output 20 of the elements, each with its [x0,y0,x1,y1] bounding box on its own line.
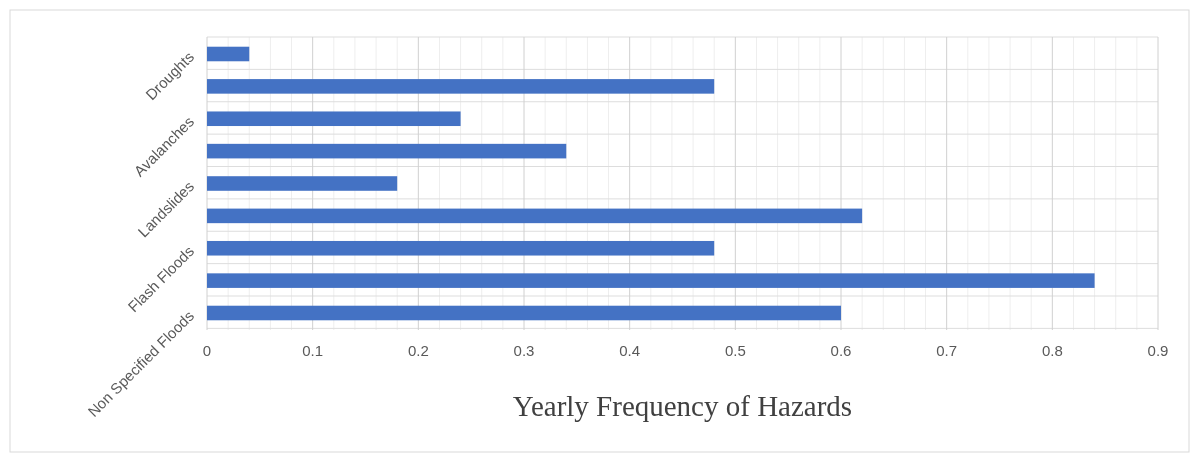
x-tick-label: 0.9 [1147,342,1169,359]
x-tick-label: 0.7 [936,342,958,359]
bar [207,273,1095,288]
x-tick-label: 0 [202,342,212,359]
x-axis-title: Yearly Frequency of Hazards [512,390,853,422]
x-tick-label: 0.1 [302,342,324,359]
x-tick-label: 0.3 [513,342,535,359]
bar [207,240,715,256]
bar [207,79,715,94]
x-tick-label: 0.4 [619,342,641,359]
x-tick-label: 0.2 [407,342,429,359]
bar [207,208,863,224]
bar [207,111,461,127]
bar [207,46,250,62]
bar [207,176,398,191]
bar [207,305,841,321]
x-tick-label: 0.6 [830,342,852,359]
x-tick-label: 0.5 [724,342,746,359]
x-tick-label: 0.8 [1041,342,1063,359]
bar [207,143,567,159]
